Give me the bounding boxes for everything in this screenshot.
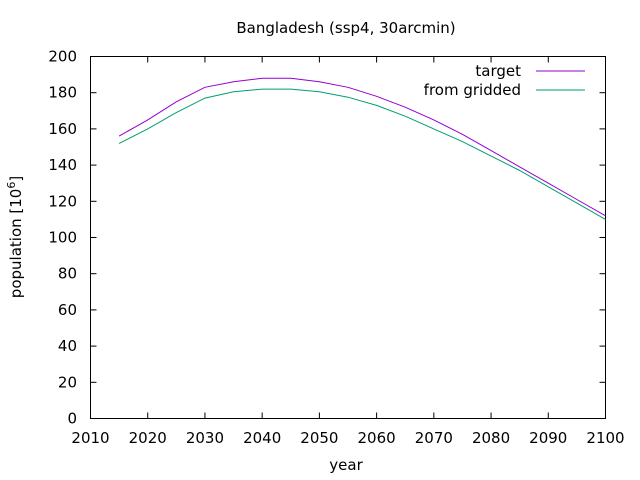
chart-title: Bangladesh (ssp4, 30arcmin) [236,19,455,37]
x-tick-label: 2030 [186,429,224,447]
x-tick-label: 2020 [129,429,167,447]
y-tick-label: 200 [48,48,77,66]
x-tick-label: 2070 [415,429,453,447]
series-line-target [118,77,606,217]
x-tick-label: 2010 [71,429,109,447]
y-tick-label: 160 [48,120,77,138]
y-axis-label-close: ] [7,176,25,182]
y-tick-label: 140 [48,156,77,174]
plot-frame [90,56,606,419]
y-tick-label: 40 [58,337,77,355]
y-tick-label: 120 [48,192,77,210]
series-line-from-gridded [118,88,606,220]
x-tick-label: 2040 [243,429,281,447]
legend-label-from-gridded: from gridded [424,81,521,99]
y-tick-label: 80 [58,265,77,283]
series-layer [118,77,606,220]
x-tick-label: 2060 [358,429,396,447]
legend-label-target: target [475,62,521,80]
y-axis: 0 20 40 60 80 100 120 140 160 180 200 [48,48,606,428]
x-tick-label: 2090 [529,429,567,447]
x-axis: 2010 2020 2030 2040 2050 2060 2070 2080 2090 2100 [71,56,625,447]
y-axis-label-base: population [10 [7,189,25,299]
y-axis-label: population [106] [5,176,25,298]
y-tick-label: 100 [48,229,77,247]
y-tick-label: 180 [48,84,77,102]
y-tick-label: 20 [58,373,77,391]
y-tick-label: 60 [58,301,77,319]
x-tick-label: 2100 [586,429,624,447]
y-axis-label-exponent: 6 [5,182,18,189]
x-tick-label: 2080 [472,429,510,447]
x-tick-label: 2050 [300,429,338,447]
x-axis-label: year [329,456,363,474]
y-tick-label: 0 [67,410,77,428]
